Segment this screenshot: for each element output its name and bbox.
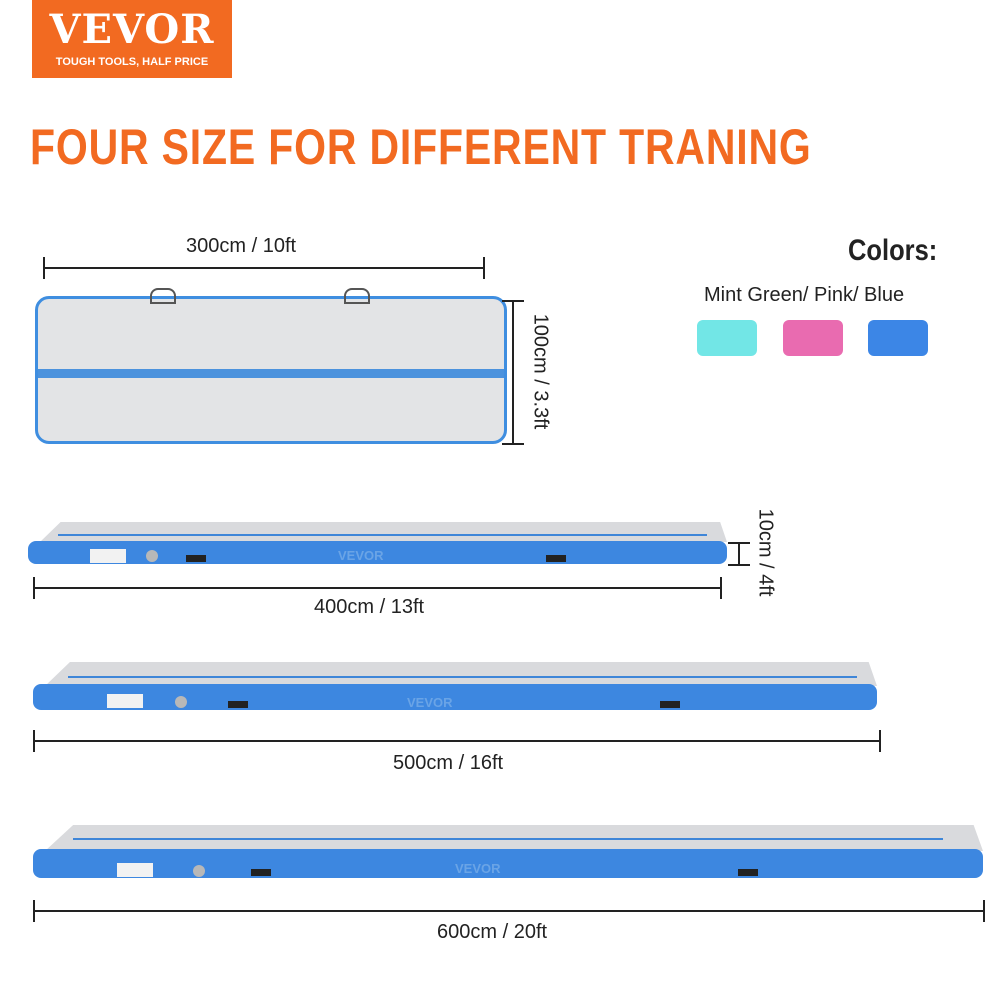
- mat-top-view: [35, 296, 507, 444]
- mat-500cm: VEVOR: [33, 662, 877, 710]
- swatch-blue: [868, 320, 928, 356]
- length-400-line: [33, 577, 722, 599]
- length-500-line: [33, 730, 881, 752]
- length-400-label: 400cm / 13ft: [314, 596, 425, 618]
- height-dimension-line: [728, 542, 750, 566]
- width-dimension-line: [43, 257, 485, 279]
- width-label: 300cm / 10ft: [186, 235, 297, 257]
- height-label: 10cm / 4ft: [754, 508, 777, 597]
- mat-watermark: VEVOR: [407, 695, 453, 710]
- depth-label: 100cm / 3.3ft: [529, 313, 552, 430]
- length-600-line: [33, 900, 985, 922]
- handle-icon: [344, 288, 370, 304]
- mat-400cm: VEVOR: [28, 522, 727, 564]
- mat-watermark: VEVOR: [338, 548, 384, 563]
- logo-brand: VEVOR: [49, 6, 215, 53]
- swatch-mint-green: [697, 320, 757, 356]
- mat-600cm: VEVOR: [33, 825, 983, 878]
- colors-title: Colors:: [848, 234, 938, 267]
- handle-icon: [150, 288, 176, 304]
- mat-stripe: [38, 369, 504, 378]
- mat-watermark: VEVOR: [455, 861, 501, 876]
- vevor-logo: VEVOR TOUGH TOOLS, HALF PRICE: [32, 0, 232, 78]
- swatch-pink: [783, 320, 843, 356]
- length-600-label: 600cm / 20ft: [437, 921, 548, 943]
- headline: FOUR SIZE FOR DIFFERENT TRANING: [30, 119, 812, 175]
- length-500-label: 500cm / 16ft: [393, 752, 504, 774]
- logo-tagline: TOUGH TOOLS, HALF PRICE: [55, 56, 209, 68]
- colors-names: Mint Green/ Pink/ Blue: [704, 284, 905, 306]
- depth-dimension-line: [502, 300, 524, 445]
